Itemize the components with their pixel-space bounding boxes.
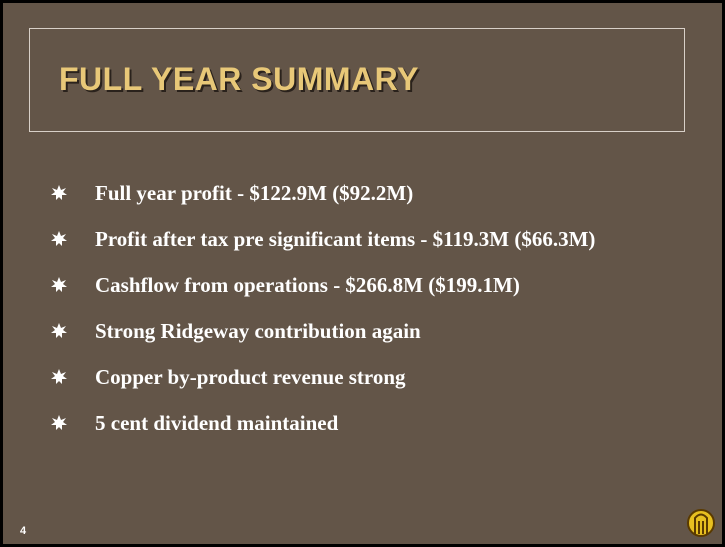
bullet-text: 5 cent dividend maintained	[95, 411, 339, 435]
page-number: 4	[20, 525, 27, 537]
bullet-icon	[51, 231, 67, 246]
logo	[687, 509, 715, 537]
bullet-text: Cashflow from operations - $266.8M ($199…	[95, 273, 520, 297]
bullet-text: Strong Ridgeway contribution again	[95, 319, 421, 343]
title: FULL YEAR SUMMARY	[59, 61, 419, 97]
bullet-text: Full year profit - $122.9M ($92.2M)	[95, 181, 414, 205]
bullet: Strong Ridgeway contribution again	[51, 319, 691, 343]
bullet-text: Profit after tax pre significant items -…	[95, 227, 596, 251]
bullet: Copper by-product revenue strong	[51, 365, 691, 389]
bullet-list: Full year profit - $122.9M ($92.2M) Profi…	[51, 181, 691, 457]
slide: FULL YEAR SUMMARY Full year profit - $12…	[3, 3, 722, 544]
bullet-icon	[51, 415, 67, 430]
bullet: Cashflow from operations - $266.8M ($199…	[51, 273, 691, 297]
bullet-icon	[51, 277, 67, 292]
bullet-icon	[51, 323, 67, 338]
bullet-text: Copper by-product revenue strong	[95, 365, 406, 389]
bullet: Profit after tax pre significant items -…	[51, 227, 691, 251]
bullet: 5 cent dividend maintained	[51, 411, 691, 435]
bullet-icon	[51, 369, 67, 384]
bullet: Full year profit - $122.9M ($92.2M)	[51, 181, 691, 205]
bullet-icon	[51, 185, 67, 200]
title-frame	[29, 28, 685, 132]
